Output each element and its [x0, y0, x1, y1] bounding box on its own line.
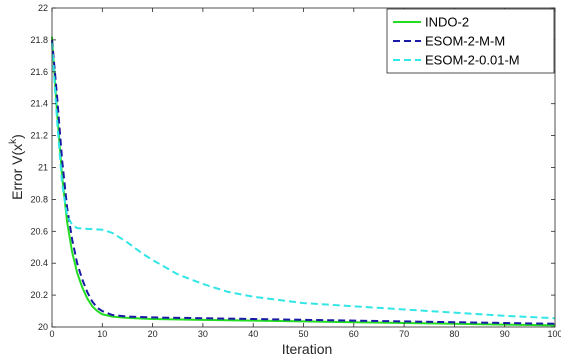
x-tick-label: 60 [349, 329, 359, 339]
axes-layer: 0 10 20 30 40 50 60 70 80 90 100 20 20.2 20.4 20.6 20.8… [30, 3, 561, 339]
x-tick-label: 10 [97, 329, 107, 339]
x-tick-label: 40 [248, 329, 258, 339]
y-tick-label: 21.6 [30, 67, 48, 77]
y-tick-label: 21.4 [30, 99, 48, 109]
y-tick-label: 20.8 [30, 194, 48, 204]
x-tick-label: 20 [148, 329, 158, 339]
series-line-1 [51, 36, 556, 327]
y-axis-label: Error V(xk) [8, 134, 25, 200]
x-tick-label: 50 [298, 329, 308, 339]
legend-box [386, 8, 555, 74]
y-tick-label: 21.2 [30, 131, 48, 141]
x-tick-label: 90 [500, 329, 510, 339]
x-axis-label: Iteration [282, 341, 333, 357]
legend-entry-2: ESOM-2-M-M [425, 34, 505, 49]
y-tick-label: 20.4 [30, 258, 48, 268]
series-line-3 [51, 43, 556, 320]
x-tick-label: 100 [547, 329, 561, 339]
x-tick-label: 70 [399, 329, 409, 339]
x-tick-label: 0 [49, 329, 54, 339]
legend-entry-1: INDO-2 [425, 15, 469, 30]
series-layer [51, 36, 556, 327]
y-tick-label: 20.2 [30, 290, 48, 300]
y-axis-label-close: ) [9, 134, 25, 139]
y-tick-label: 20 [38, 322, 48, 332]
legend: INDO-2 ESOM-2-M-M ESOM-2-0.01-M [386, 8, 555, 74]
legend-entry-3: ESOM-2-0.01-M [425, 53, 520, 68]
x-tick-label: 80 [449, 329, 459, 339]
x-tick-label: 30 [198, 329, 208, 339]
y-tick-label: 22 [38, 3, 48, 13]
y-axis-label-main: Error V(x [9, 144, 25, 200]
y-tick-label: 21 [38, 163, 48, 173]
y-tick-label: 20.6 [30, 226, 48, 236]
y-tick-label: 21.8 [30, 35, 48, 45]
y-axis-label-superscript: k [8, 138, 19, 144]
